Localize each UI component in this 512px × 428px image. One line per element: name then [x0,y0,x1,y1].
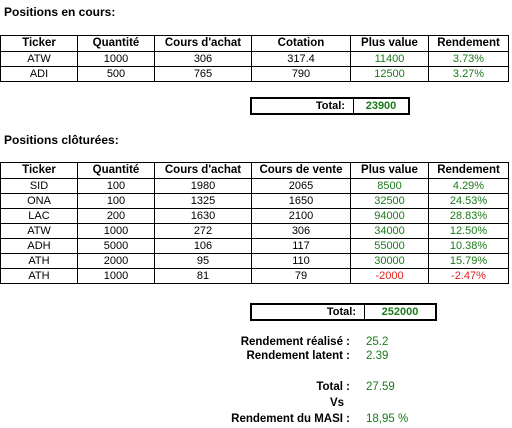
price-cell: 1650 [251,193,351,209]
total-label: Total: [326,306,356,318]
buy-price-cell: 1630 [154,208,252,224]
gain-cell: 30000 [350,253,429,269]
price-cell: 79 [251,268,351,284]
total-value: 23900 [353,99,408,113]
table-row: ADI 500 765 790 12500 3.27% [0,66,509,82]
gain-cell: 55000 [350,238,429,254]
realized-return-label: Rendement réalisé : [240,336,350,348]
realized-return-value: 25.2 [366,336,389,348]
quantity-cell: 1000 [77,223,155,239]
column-header: Cotation [251,35,351,52]
buy-price-cell: 272 [154,223,252,239]
closed-positions-heading: Positions clôturées: [4,133,119,147]
ticker-cell: ADH [0,238,78,254]
quantity-cell: 5000 [77,238,155,254]
column-header: Cours de vente [251,162,351,179]
vs-label: Vs [330,397,345,409]
column-header: Ticker [0,162,78,179]
total-label: Total: [315,100,345,112]
buy-price-cell: 306 [154,51,252,67]
column-header: Quantité [77,162,155,179]
closed-positions-rows: SID 100 1980 2065 8500 4.29% ONA 100 1325 1650 325… [0,178,509,284]
price-cell: 317.4 [251,51,351,67]
gain-cell: 32500 [350,193,429,209]
table-row: ONA 100 1325 1650 32500 24.53% [0,193,509,209]
return-cell: 10.38% [428,238,509,254]
quantity-cell: 100 [77,193,155,209]
table-row: ATW 1000 306 317.4 11400 3.73% [0,51,509,67]
return-cell: 4.29% [428,178,509,194]
open-positions-total: Total: 23900 [250,97,410,115]
price-cell: 306 [251,223,351,239]
buy-price-cell: 95 [154,253,252,269]
column-header: Ticker [0,35,78,52]
quantity-cell: 2000 [77,253,155,269]
table-row: LAC 200 1630 2100 94000 28.83% [0,208,509,224]
total-return-value: 27.59 [366,381,395,393]
ticker-cell: ATW [0,223,78,239]
open-positions-heading: Positions en cours: [4,5,116,19]
return-cell: 3.27% [428,66,509,82]
ticker-cell: ONA [0,193,78,209]
total-value: 252000 [364,305,435,319]
buy-price-cell: 1980 [154,178,252,194]
price-cell: 2065 [251,178,351,194]
column-header: Plus value [350,162,429,179]
ticker-cell: ADI [0,66,78,82]
return-cell: -2.47% [428,268,509,284]
buy-price-cell: 1325 [154,193,252,209]
total-return-label: Total : [316,381,350,393]
closed-positions-table: Ticker Quantité Cours d'achat Cours de v… [0,162,509,284]
quantity-cell: 200 [77,208,155,224]
price-cell: 110 [251,253,351,269]
buy-price-cell: 81 [154,268,252,284]
open-positions-table: Ticker Quantité Cours d'achat Cotation P… [0,35,509,82]
price-cell: 117 [251,238,351,254]
quantity-cell: 1000 [77,51,155,67]
latent-return-label: Rendement latent : [246,350,350,362]
gain-cell: 34000 [350,223,429,239]
ticker-cell: LAC [0,208,78,224]
column-header: Quantité [77,35,155,52]
gain-cell: 8500 [350,178,429,194]
gain-cell: 94000 [350,208,429,224]
ticker-cell: ATH [0,268,78,284]
table-header-row: Ticker Quantité Cours d'achat Cours de v… [0,162,509,179]
closed-positions-total: Total: 252000 [250,303,437,321]
table-row: ATH 1000 81 79 -2000 -2.47% [0,268,509,284]
table-row: ATH 2000 95 110 30000 15.79% [0,253,509,269]
return-cell: 15.79% [428,253,509,269]
return-cell: 28.83% [428,208,509,224]
table-row: ADH 5000 106 117 55000 10.38% [0,238,509,254]
quantity-cell: 500 [77,66,155,82]
latent-return-value: 2.39 [366,350,389,362]
quantity-cell: 1000 [77,268,155,284]
gain-cell: -2000 [350,268,429,284]
column-header: Plus value [350,35,429,52]
column-header: Rendement [428,162,509,179]
open-positions-rows: ATW 1000 306 317.4 11400 3.73% ADI 500 765 790 125… [0,51,509,82]
return-cell: 24.53% [428,193,509,209]
table-row: SID 100 1980 2065 8500 4.29% [0,178,509,194]
return-cell: 12.50% [428,223,509,239]
column-header: Rendement [428,35,509,52]
column-header: Cours d'achat [154,162,252,179]
masi-return-value: 18,95 % [366,413,409,425]
table-header-row: Ticker Quantité Cours d'achat Cotation P… [0,35,509,52]
ticker-cell: SID [0,178,78,194]
ticker-cell: ATW [0,51,78,67]
table-row: ATW 1000 272 306 34000 12.50% [0,223,509,239]
masi-return-label: Rendement du MASI : [231,413,350,425]
quantity-cell: 100 [77,178,155,194]
ticker-cell: ATH [0,253,78,269]
buy-price-cell: 106 [154,238,252,254]
buy-price-cell: 765 [154,66,252,82]
column-header: Cours d'achat [154,35,252,52]
price-cell: 2100 [251,208,351,224]
gain-cell: 11400 [350,51,429,67]
price-cell: 790 [251,66,351,82]
return-cell: 3.73% [428,51,509,67]
gain-cell: 12500 [350,66,429,82]
